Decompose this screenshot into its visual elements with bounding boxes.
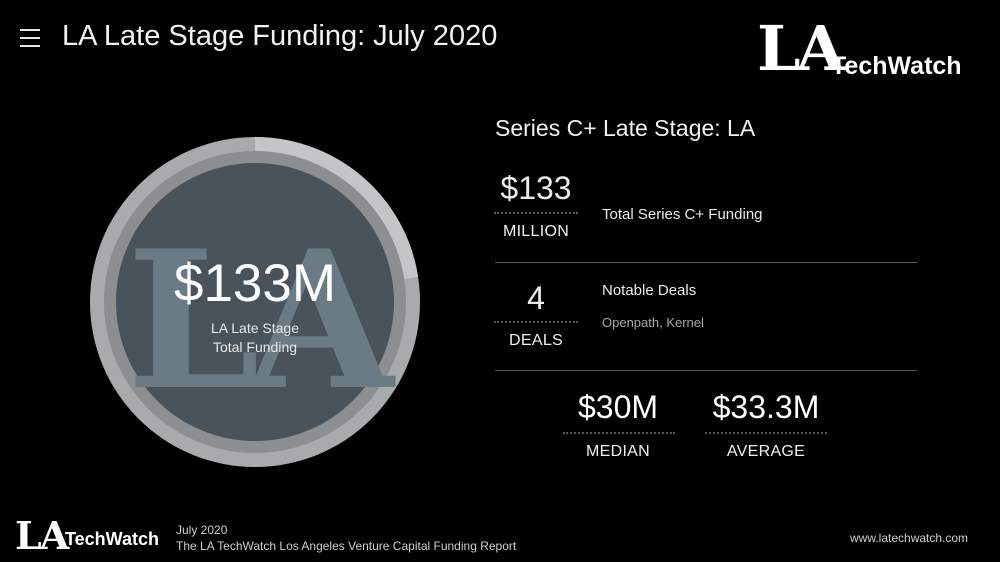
footer-logo-la-mark: LA [15,513,69,558]
gauge-label-line2: Total Funding [212,339,298,355]
median-value: $30M [577,389,659,425]
funding-description: Total Series C+ Funding [602,206,763,223]
deals-unit: DEALS [509,332,563,349]
gauge-watermark: LA [126,209,396,432]
gauge-value: $133M [173,254,337,313]
latechwatch-logo: LA TechWatch [757,12,982,85]
page-title: LA Late Stage Funding: July 2020 [62,20,498,52]
deals-description: Notable Deals [602,282,697,299]
median-divider [563,432,675,434]
hamburger-menu-icon[interactable] [20,29,40,47]
logo-la-mark: LA [757,12,845,85]
deals-value: 4 [527,280,545,316]
average-value: $33.3M [712,389,820,425]
gauge-text: $133M LA Late Stage Total Funding [90,137,420,467]
funding-divider [494,212,578,214]
gauge-label: LA Late Stage Total Funding [90,319,420,357]
average-divider [705,432,827,434]
gauge-core [116,163,394,441]
footer-logo-techwatch-text: TechWatch [65,529,160,549]
logo-techwatch-text: TechWatch [831,52,962,80]
footer-website-link[interactable]: www.latechwatch.com [850,531,969,545]
footer-report-title: The LA TechWatch Los Angeles Venture Cap… [176,539,517,553]
median-label: MEDIAN [585,443,651,460]
footer-logo: LA TechWatch [15,513,165,558]
funding-unit: MILLION [502,223,570,240]
row-divider-1 [495,262,917,263]
footer-date: July 2020 [176,523,228,537]
section-title: Series C+ Late Stage: LA [495,115,756,141]
funding-value: $133 [500,170,572,206]
row-divider-2 [495,370,917,371]
funding-gauge: LA [90,137,420,467]
deals-detail: Openpath, Kernel [602,315,704,330]
average-label: AVERAGE [726,443,806,460]
gauge-label-line1: LA Late Stage [211,320,299,336]
deals-divider [494,321,578,323]
